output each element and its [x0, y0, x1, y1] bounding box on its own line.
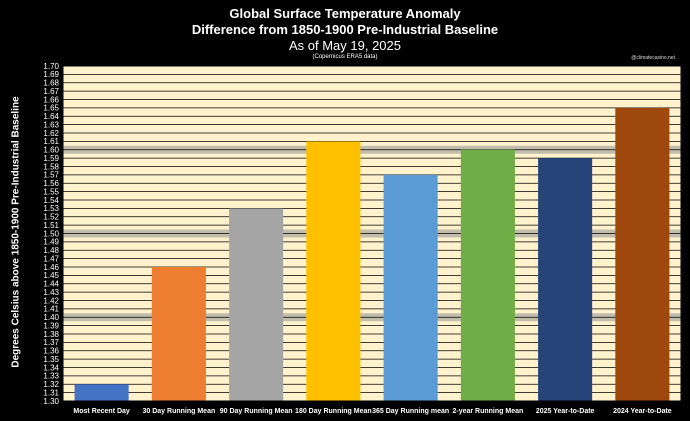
y-tick-label: 1.41 [43, 305, 59, 314]
y-tick-label: 1.33 [43, 372, 59, 381]
bar [306, 141, 361, 401]
chart-date: As of May 19, 2025 [288, 38, 401, 53]
y-tick-label: 1.61 [43, 137, 59, 146]
credit-text: @climatecasino.net [631, 55, 675, 61]
y-tick-label: 1.58 [43, 162, 59, 171]
y-tick-label: 1.52 [43, 213, 59, 222]
bar [615, 107, 670, 401]
x-tick-label: Most Recent Day [73, 408, 130, 415]
y-tick-label: 1.40 [43, 313, 59, 322]
y-tick-label: 1.62 [43, 129, 59, 138]
y-tick-label: 1.31 [43, 388, 59, 397]
chart-title: Global Surface Temperature Anomaly [229, 6, 461, 21]
y-tick-label: 1.42 [43, 296, 59, 305]
y-tick-label: 1.47 [43, 254, 59, 263]
y-tick-label: 1.50 [43, 229, 59, 238]
y-tick-label: 1.36 [43, 347, 59, 356]
y-tick-label: 1.60 [43, 146, 59, 155]
x-tick-label: 90 Day Running Mean [220, 408, 293, 415]
y-tick-label: 1.59 [43, 154, 59, 163]
y-tick-label: 1.55 [43, 187, 59, 196]
y-tick-label: 1.49 [43, 238, 59, 247]
y-tick-label: 1.43 [43, 288, 59, 297]
bar [151, 267, 206, 401]
chart-subtitle: Difference from 1850-1900 Pre-Industrial… [191, 22, 499, 37]
y-tick-label: 1.34 [43, 363, 59, 372]
y-tick-label: 1.70 [43, 62, 59, 71]
y-tick-label: 1.68 [43, 79, 59, 88]
y-tick-label: 1.65 [43, 104, 59, 113]
y-tick-label: 1.48 [43, 246, 59, 255]
y-tick-label: 1.39 [43, 321, 59, 330]
y-tick-label: 1.56 [43, 179, 59, 188]
y-tick-label: 1.35 [43, 355, 59, 364]
y-tick-label: 1.38 [43, 330, 59, 339]
y-tick-label: 1.32 [43, 380, 59, 389]
x-tick-label: 2024 Year-to-Date [613, 408, 672, 415]
y-tick-label: 1.57 [43, 171, 59, 180]
bar [229, 208, 284, 401]
plot-border [62, 65, 682, 402]
bar [538, 158, 593, 401]
y-tick-label: 1.67 [43, 87, 59, 96]
y-tick-label: 1.54 [43, 196, 59, 205]
y-tick-label: 1.45 [43, 271, 59, 280]
y-tick-label: 1.44 [43, 280, 59, 289]
y-tick-label: 1.51 [43, 221, 59, 230]
y-tick-label: 1.63 [43, 120, 59, 129]
y-tick-label: 1.53 [43, 204, 59, 213]
y-tick-label: 1.66 [43, 95, 59, 104]
x-tick-label: 365 Day Running mean [372, 408, 449, 415]
x-tick-label: 2025 Year-to-Date [536, 408, 595, 415]
y-tick-label: 1.46 [43, 263, 59, 272]
y-tick-label: 1.37 [43, 338, 59, 347]
x-tick-label: 180 Day Running Mean [295, 408, 372, 415]
bar [460, 149, 515, 401]
bar [74, 384, 129, 401]
y-tick-label: 1.30 [43, 397, 59, 406]
chart-source-note: (Copernicus ERA5 data) [312, 54, 378, 60]
x-tick-label: 30 Day Running Mean [143, 408, 216, 415]
y-tick-label: 1.69 [43, 70, 59, 79]
x-tick-label: 2-year Running Mean [452, 408, 523, 415]
y-tick-label: 1.64 [43, 112, 59, 121]
bar [383, 174, 438, 401]
